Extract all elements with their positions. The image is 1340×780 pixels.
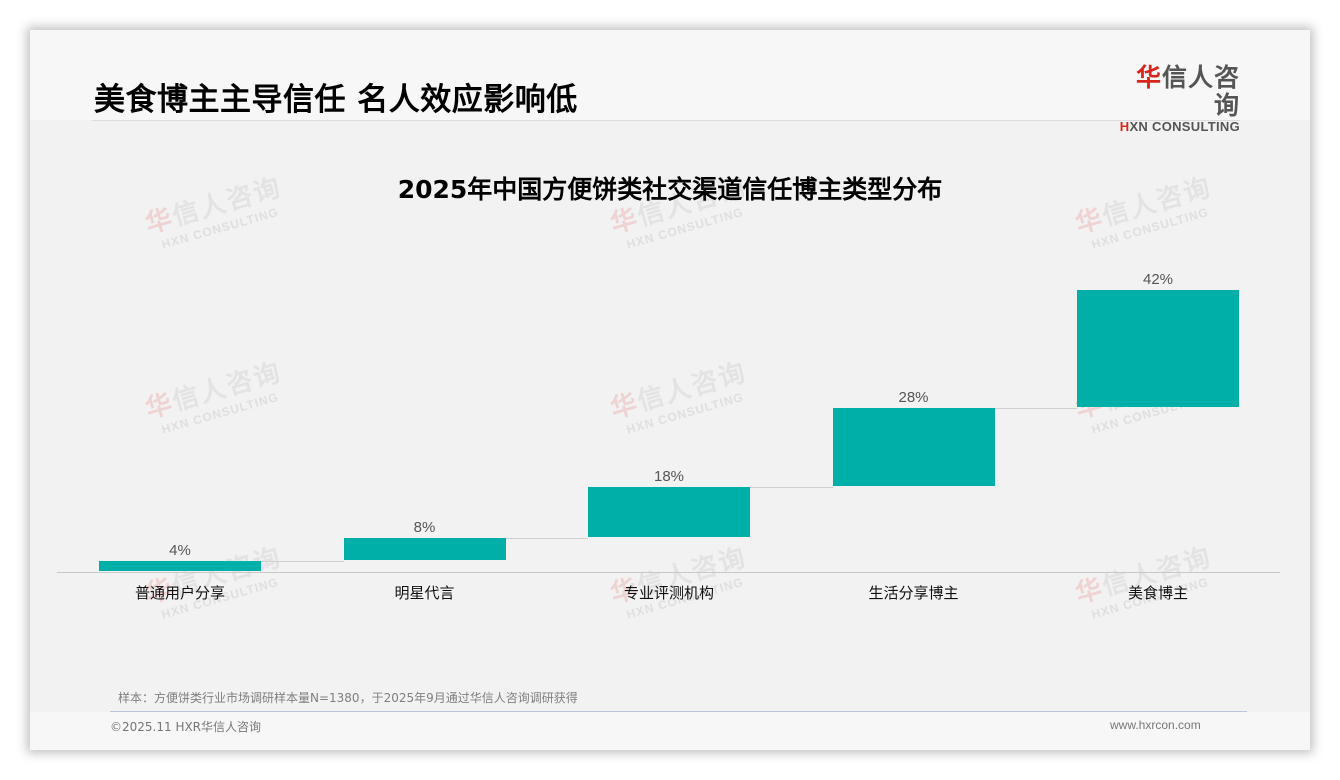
- x-axis-baseline: [57, 572, 1280, 573]
- data-label: 8%: [413, 519, 436, 537]
- logo-cn-text: 信人咨询: [1161, 63, 1240, 120]
- data-label: 28%: [898, 389, 929, 407]
- sample-note: 样本：方便饼类行业市场调研样本量N=1380，于2025年9月通过华信人咨询调研…: [118, 691, 578, 705]
- bar-1: [99, 560, 261, 571]
- brand-logo: 华信人咨询 HXN CONSULTING: [1110, 64, 1240, 134]
- footer-divider: [110, 711, 1247, 712]
- data-label: 42%: [1142, 271, 1174, 288]
- logo-en-accent: H: [1119, 119, 1130, 134]
- bar-3: [588, 487, 750, 538]
- logo-cn: 华信人咨询: [1110, 64, 1240, 120]
- copyright: ©2025.11 HXR华信人咨询: [110, 720, 262, 734]
- category-label: 普通用户分享: [134, 584, 225, 602]
- bar-2: [343, 538, 506, 560]
- footer-band: [30, 712, 1310, 750]
- logo-en: HXN CONSULTING: [1110, 120, 1240, 134]
- waterfall-connector: [750, 487, 833, 489]
- page-title: 美食博主主导信任 名人效应影响低: [94, 82, 578, 118]
- category-label: 专业评测机构: [623, 584, 714, 602]
- bar-4: [832, 408, 995, 487]
- header-divider: [92, 120, 1240, 121]
- waterfall-connector: [261, 560, 344, 562]
- logo-accent: 华: [1135, 63, 1162, 92]
- waterfall-connector: [994, 408, 1077, 410]
- website-link: www.hxrcon.com: [1110, 718, 1201, 732]
- category-label: 生活分享博主: [868, 584, 959, 602]
- header-band: [30, 30, 1310, 120]
- logo-en-text: XN CONSULTING: [1129, 119, 1240, 134]
- waterfall-connector: [505, 538, 588, 540]
- data-label: 4%: [169, 541, 191, 559]
- chart-title: 2025年中国方便饼类社交渠道信任博主类型分布: [397, 175, 943, 204]
- slide: 美食博主主导信任 名人效应影响低 华信人咨询 HXN CONSULTING 华信…: [30, 30, 1310, 750]
- bar-5: [1077, 290, 1239, 408]
- category-label: 美食博主: [1127, 584, 1188, 602]
- category-label: 明星代言: [394, 584, 455, 602]
- data-label: 18%: [653, 468, 685, 486]
